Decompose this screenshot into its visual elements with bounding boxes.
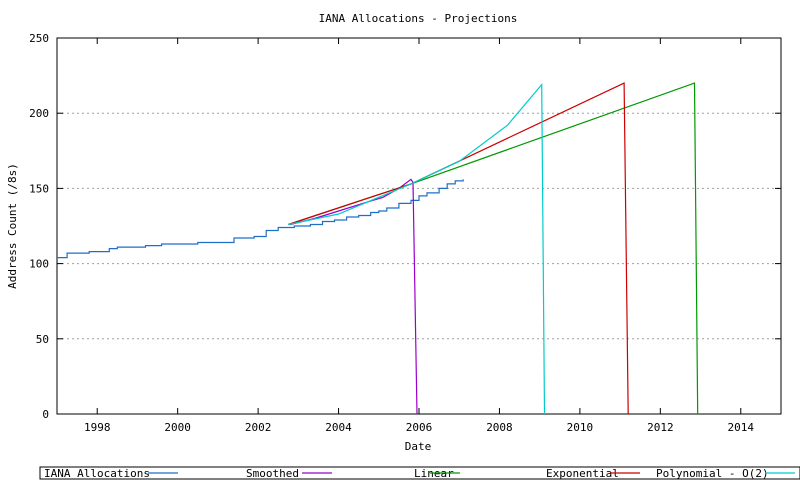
- y-tick-label-3: 150: [29, 182, 49, 195]
- x-tick-label-1: 2000: [164, 421, 191, 434]
- series-line-polynomial-o-2: [288, 82, 546, 415]
- series-line-iana-allocations: [57, 179, 464, 259]
- x-tick-label-6: 2010: [567, 421, 594, 434]
- y-tick-label-5: 250: [29, 32, 49, 45]
- grid: [57, 112, 781, 340]
- plot-frame: [56, 37, 782, 415]
- y-tick-label-4: 200: [29, 107, 49, 120]
- chart-title: IANA Allocations - Projections: [319, 12, 518, 25]
- legend-label-4: Polynomial - O(2): [656, 467, 769, 480]
- series-line-linear: [288, 82, 699, 415]
- legend-label-1: Smoothed: [246, 467, 299, 480]
- y-axis-label: Address Count (/8s): [6, 163, 19, 289]
- x-axis: 1998 2000 2002 2004 2006 2008 2010 2012 2014: [84, 38, 754, 434]
- x-tick-label-5: 2008: [486, 421, 513, 434]
- y-tick-label-0: 0: [42, 408, 49, 421]
- series-line-smoothed: [290, 178, 418, 415]
- x-axis-label: Date: [405, 440, 432, 453]
- plot-border: [56, 37, 782, 415]
- x-tick-label-3: 2004: [325, 421, 352, 434]
- x-tick-label-7: 2012: [647, 421, 674, 434]
- x-tick-label-8: 2014: [728, 421, 755, 434]
- y-axis: 0 50 100 150 200 250: [29, 32, 781, 421]
- legend-box: [39, 466, 800, 480]
- x-tick-label-2: 2002: [245, 421, 272, 434]
- y-tick-label-2: 100: [29, 258, 49, 271]
- legend: IANA Allocations Smoothed Linear Exponentia…: [39, 466, 800, 480]
- x-tick-label-4: 2006: [406, 421, 433, 434]
- legend-label-3: Exponential: [546, 467, 619, 480]
- x-tick-label-0: 1998: [84, 421, 111, 434]
- legend-label-0: IANA Allocations: [44, 467, 150, 480]
- series-line-exponential: [288, 82, 629, 415]
- series-lines: [57, 82, 699, 415]
- y-tick-label-1: 50: [36, 333, 49, 346]
